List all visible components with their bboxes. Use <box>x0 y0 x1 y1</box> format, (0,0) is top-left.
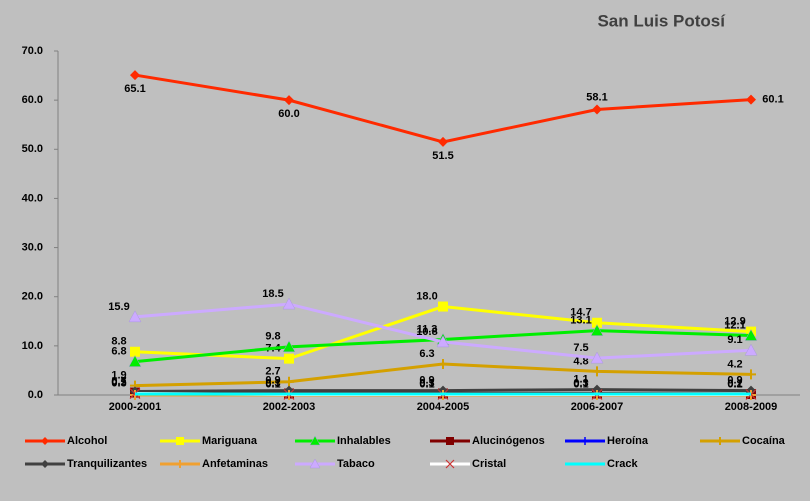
y-tick-label: 30.0 <box>22 241 43 253</box>
marker <box>445 459 455 469</box>
marker <box>128 310 142 323</box>
legend-label: Cristal <box>472 458 506 470</box>
data-label: 65.1 <box>124 83 145 95</box>
marker <box>746 94 756 105</box>
marker <box>592 366 602 377</box>
data-label: 60.0 <box>278 108 299 120</box>
marker <box>41 437 49 445</box>
data-label: 0.1 <box>727 378 742 390</box>
data-label: 13.1 <box>570 315 591 327</box>
marker <box>744 343 758 356</box>
marker <box>744 329 758 341</box>
marker <box>446 437 454 445</box>
y-tick-label: 60.0 <box>22 94 43 106</box>
marker <box>309 458 321 469</box>
marker <box>438 136 448 147</box>
data-label: 9.8 <box>265 331 280 343</box>
marker <box>176 437 184 445</box>
data-label: 51.5 <box>432 150 453 162</box>
y-tick-label: 0.0 <box>28 389 43 401</box>
data-label: 0.3 <box>111 377 126 389</box>
marker <box>282 340 296 353</box>
marker <box>592 317 602 328</box>
x-tick-label: 2006-2007 <box>571 401 624 413</box>
legend-label: Tranquilizantes <box>67 458 147 470</box>
marker <box>130 346 140 357</box>
marker <box>284 376 294 387</box>
data-label: 6.8 <box>111 345 126 357</box>
data-label: 9.1 <box>727 334 742 346</box>
legend-label: Anfetaminas <box>202 458 268 470</box>
data-label: 0.1 <box>573 378 588 390</box>
x-tick-label: 2004-2005 <box>417 401 470 413</box>
marker <box>746 369 756 380</box>
marker <box>592 104 602 115</box>
data-label: 58.1 <box>586 91 607 103</box>
x-tick-label: 2000-2001 <box>109 401 162 413</box>
legend-label: Alcohol <box>67 435 107 447</box>
marker <box>282 297 296 310</box>
data-label: 0.1 <box>265 378 280 390</box>
legend-label: Cocaína <box>742 435 786 447</box>
legend-label: Inhalables <box>337 435 391 447</box>
data-label: 1.1 <box>573 374 588 386</box>
marker <box>590 351 604 364</box>
y-tick-label: 50.0 <box>22 143 43 155</box>
data-label: 10.8 <box>416 326 437 338</box>
legend-label: Alucinógenos <box>472 435 545 447</box>
marker <box>581 437 589 445</box>
x-tick-label: 2002-2003 <box>263 401 316 413</box>
data-label: 0.9 <box>419 374 434 386</box>
data-label: 0.5 <box>111 376 126 388</box>
data-label: 14.7 <box>570 307 591 319</box>
legend-label: Mariguana <box>202 435 258 447</box>
marker <box>128 355 142 367</box>
legend-label: Tabaco <box>337 458 375 470</box>
data-label: 0.1 <box>419 378 434 390</box>
series-line <box>134 73 752 144</box>
data-label: 0.9 <box>265 374 280 386</box>
y-tick-label: 20.0 <box>22 291 43 303</box>
data-label: 15.9 <box>108 301 129 313</box>
marker <box>284 95 294 106</box>
legend-label: Heroína <box>607 435 649 447</box>
legend-label: Crack <box>607 458 638 470</box>
marker <box>176 460 184 468</box>
marker <box>309 435 321 446</box>
data-label: 0.3 <box>419 377 434 389</box>
y-tick-label: 70.0 <box>22 45 43 57</box>
data-label: 6.3 <box>419 348 434 360</box>
marker <box>590 324 604 336</box>
x-tick-label: 2008-2009 <box>725 401 778 413</box>
marker <box>436 335 450 348</box>
data-label: 0.9 <box>727 374 742 386</box>
marker <box>716 437 724 445</box>
y-tick-label: 40.0 <box>22 192 43 204</box>
marker <box>284 353 294 364</box>
data-label: 0.3 <box>573 377 588 389</box>
marker <box>41 460 49 468</box>
data-label: 8.8 <box>111 336 126 348</box>
data-label: 60.1 <box>762 94 783 106</box>
data-label: 1.9 <box>111 370 126 382</box>
chart-title: San Luis Potosí <box>597 11 726 30</box>
data-label: 12.1 <box>724 319 745 331</box>
data-label: 0.7 <box>111 375 126 387</box>
data-label: 4.2 <box>727 358 742 370</box>
marker <box>438 359 448 370</box>
y-tick-label: 10.0 <box>22 340 43 352</box>
data-label: 2.7 <box>265 366 280 378</box>
data-label: 0.2 <box>727 378 742 390</box>
data-label: 12.9 <box>724 316 745 328</box>
data-label: 7.5 <box>573 342 588 354</box>
marker <box>438 301 448 312</box>
data-label: 11.3 <box>417 323 438 335</box>
data-label: 18.0 <box>416 290 437 302</box>
marker <box>130 70 140 81</box>
data-label: 18.5 <box>262 288 283 300</box>
